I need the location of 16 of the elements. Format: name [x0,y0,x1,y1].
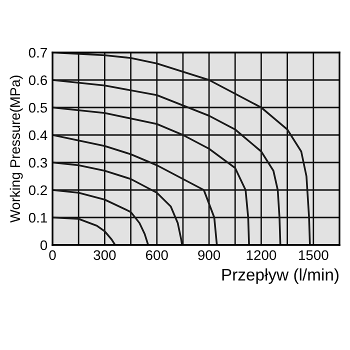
y-tick-label: 0.6 [28,75,48,86]
y-axis-title: Working Pressure(MPa) [10,76,23,223]
x-tick-label: 0 [49,250,56,260]
x-tick-label: 900 [198,250,220,260]
y-tick-label: 0.3 [28,158,48,168]
y-tick-label: 0.1 [28,212,47,223]
y-tick-label: 0.7 [28,48,47,58]
y-tick-label: 0 [40,240,48,250]
x-tick-label: 1500 [299,250,328,260]
x-axis-title: Przepływ (l/min) [222,268,338,284]
x-tick-label: 300 [94,250,116,260]
x-tick-label: 600 [146,250,168,260]
x-tick-label: 1200 [246,250,276,260]
y-tick-label: 0.4 [28,130,48,140]
y-tick-label: 0.2 [28,185,47,196]
y-tick-label: 0.5 [28,102,48,113]
